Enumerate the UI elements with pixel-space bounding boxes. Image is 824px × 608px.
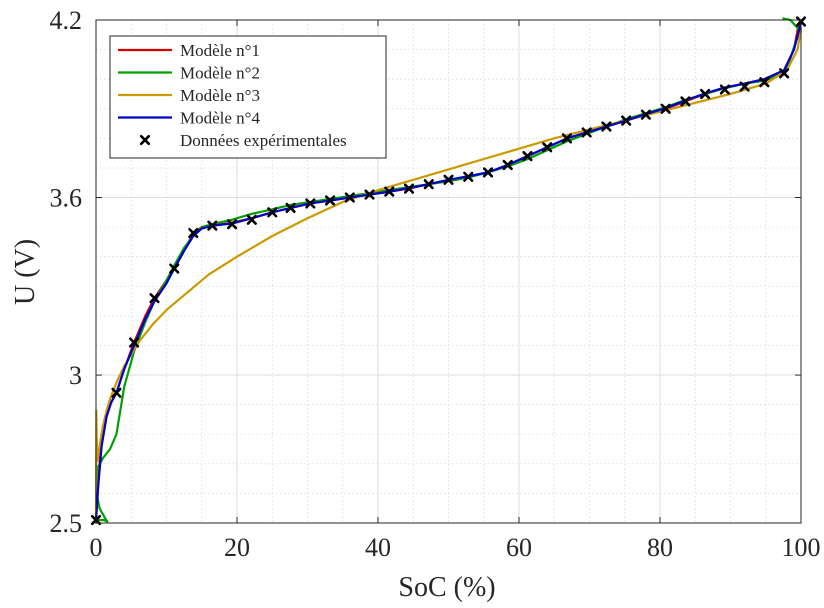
experimental-point [680,96,691,107]
experimental-point [246,214,257,225]
experimental-point [502,159,513,171]
experimental-point [285,202,296,213]
experimental-point [522,151,533,162]
experimental-point [403,183,415,194]
x-axis-label: SoC (%) [398,572,495,603]
y-tick-label: 3 [69,361,82,390]
experimental-point [207,220,218,231]
experimental-point [128,337,140,348]
x-tick-label: 20 [224,533,250,562]
experimental-point [463,171,474,182]
experimental-point [423,179,434,190]
experimental-markers [90,16,807,526]
experimental-point [660,103,671,114]
legend-marker-swatch [139,134,151,146]
experimental-point [364,189,375,200]
experimental-point [188,227,199,239]
legend: Modèle n°1 Modèle n°2 Modèle n°3 Modèle n°4… [109,35,387,159]
plot-frame [95,19,802,524]
experimental-point [561,133,573,144]
legend-label: Modèle n°1 [180,41,260,60]
y-tick-label: 4.2 [50,6,83,35]
experimental-point [267,207,278,218]
experimental-point [482,167,494,178]
experimental-point [700,88,711,100]
y-tick-label: 3.6 [50,184,83,213]
axis-ticks: 0 20 40 60 80 100 2.5 3 3.6 4.2 [50,6,821,562]
experimental-point [111,387,122,398]
experimental-point [759,77,770,88]
y-axis-label: U (V) [10,239,41,305]
experimental-point [305,198,316,209]
experimental-point [778,68,790,79]
x-tick-label: 0 [90,533,103,562]
experimental-point [640,109,651,120]
legend-label: Modèle n°3 [180,86,260,105]
experimental-point [542,142,553,153]
experimental-point [169,263,180,274]
experimental-point [149,293,160,304]
legend-box [109,35,387,159]
experimental-point [719,84,730,95]
x-tick-label: 100 [782,533,821,562]
experimental-point [601,121,612,132]
experimental-point [324,195,336,206]
experimental-point [581,127,592,138]
legend-label: Données expérimentales [180,131,347,150]
experimental-point [344,192,355,203]
legend-label: Modèle n°4 [180,109,260,128]
x-tick-label: 80 [647,533,673,562]
x-tick-label: 40 [365,533,391,562]
experimental-point [739,81,750,92]
experimental-point [443,174,454,185]
experimental-point [226,219,238,230]
y-tick-label: 2.5 [50,509,83,538]
legend-label: Modèle n°2 [180,64,260,83]
experimental-point [621,115,632,126]
x-tick-label: 60 [506,533,532,562]
experimental-point [384,186,395,197]
